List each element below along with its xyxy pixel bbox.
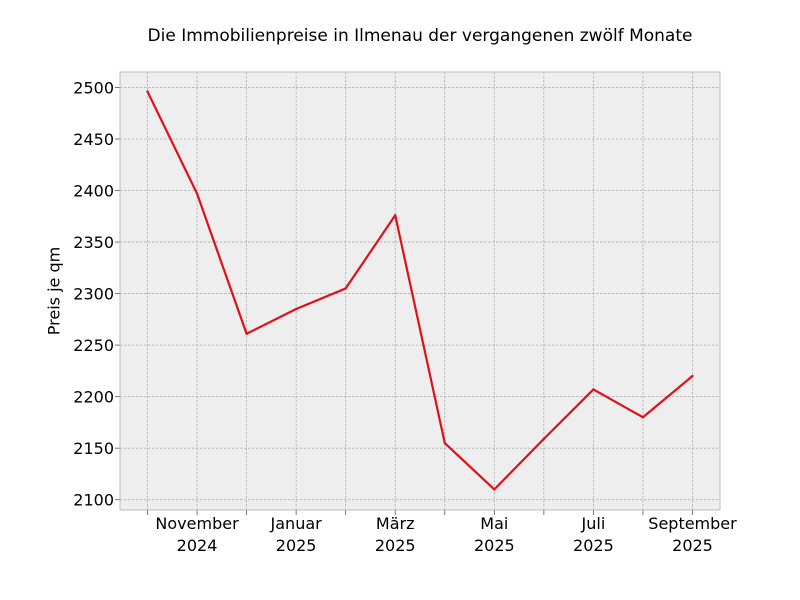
data-point bbox=[493, 488, 496, 491]
x-tick-label-month: Januar bbox=[270, 514, 323, 533]
x-tick-label-month: März bbox=[376, 514, 415, 533]
grid-lines bbox=[120, 72, 720, 510]
x-tick-label-year: 2025 bbox=[375, 536, 416, 555]
series-group bbox=[146, 90, 694, 491]
data-point bbox=[294, 307, 298, 311]
x-tick-label: Januar 2025 bbox=[270, 514, 323, 555]
x-tick-label-month: September bbox=[648, 514, 737, 533]
y-tick-label: 2150 bbox=[73, 439, 114, 458]
x-tick-label-year: 2025 bbox=[276, 536, 317, 555]
x-tick-label: September 2025 bbox=[648, 514, 737, 555]
x-tick-label-month: Juli bbox=[581, 514, 606, 533]
data-point bbox=[146, 90, 149, 93]
x-tick-label-month: Mai bbox=[480, 514, 508, 533]
data-point bbox=[592, 388, 595, 391]
y-tick-label: 2350 bbox=[73, 233, 114, 252]
data-point bbox=[542, 437, 546, 441]
data-point bbox=[245, 332, 248, 335]
x-tick-label-month: November bbox=[155, 514, 239, 533]
y-tick-label: 2250 bbox=[73, 336, 114, 355]
series-line bbox=[146, 91, 694, 491]
plot-area bbox=[120, 72, 720, 510]
x-tick-label: November 2024 bbox=[155, 514, 239, 555]
x-tick-label-year: 2025 bbox=[672, 536, 713, 555]
data-point bbox=[443, 441, 446, 445]
chart-title: Die Immobilienpreise in Ilmenau der verg… bbox=[147, 26, 693, 46]
x-tick-label-year: 2024 bbox=[177, 536, 218, 555]
data-point bbox=[691, 374, 694, 378]
data-point bbox=[641, 416, 645, 419]
y-tick-label: 2200 bbox=[73, 388, 114, 407]
y-tick-label: 2500 bbox=[73, 78, 114, 97]
plot-frame bbox=[119, 71, 721, 511]
x-tick-label: Juli 2025 bbox=[573, 514, 614, 555]
y-tick-label: 2400 bbox=[73, 182, 114, 201]
x-tick-label: Mai 2025 bbox=[474, 514, 515, 555]
y-tick-label: 2450 bbox=[73, 130, 114, 149]
y-tick-label: 2300 bbox=[73, 285, 114, 304]
x-tick-label-year: 2025 bbox=[474, 536, 515, 555]
y-tick-label: 2100 bbox=[73, 491, 114, 510]
data-point bbox=[394, 214, 397, 217]
data-point bbox=[195, 192, 199, 195]
x-tick-label-year: 2025 bbox=[573, 536, 614, 555]
data-point bbox=[344, 287, 347, 290]
x-tick-label: März 2025 bbox=[375, 514, 416, 555]
